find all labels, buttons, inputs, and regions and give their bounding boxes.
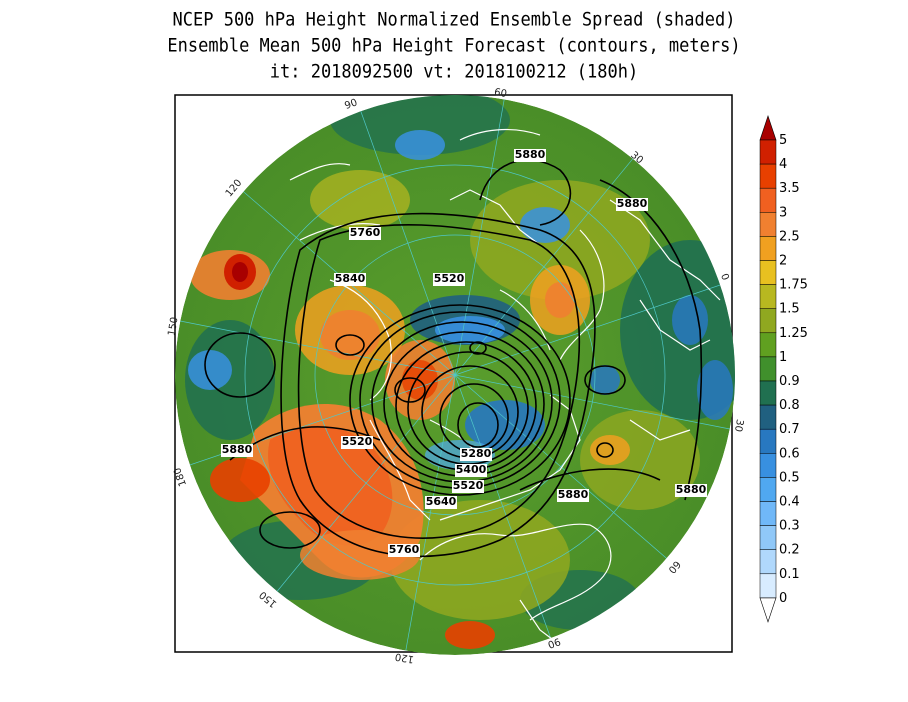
- colorbar-swatch: [759, 380, 777, 406]
- colorbar-swatch: [759, 187, 777, 213]
- lon-label: 150: [166, 316, 180, 337]
- title-line-3: it: 2018092500 vt: 2018100212 (180h): [269, 61, 639, 83]
- colorbar-label: 0.9: [779, 374, 800, 389]
- title-line-1: NCEP 500 hPa Height Normalized Ensemble …: [172, 9, 736, 31]
- colorbar-swatch: [759, 356, 777, 382]
- colorbar-label: 1.75: [779, 278, 808, 293]
- colorbar-label: 0.6: [779, 446, 800, 461]
- contour-labels: 5880 5880 5760 5840 5520 5520 5880 5280 …: [221, 148, 707, 557]
- colorbar-swatch: [759, 428, 777, 454]
- contour-label: 5880: [676, 483, 707, 496]
- contour-label: 5520: [342, 435, 373, 448]
- colorbar: 5 4 3.5 3 2.5 2 1.75 1.5 1.25 1 0.9 0.8 0.7 0.6 0.5 0.4…: [759, 115, 808, 623]
- lat-lon-grid: [175, 95, 735, 655]
- lon-label: 60: [493, 87, 507, 100]
- contour-label: 5400: [456, 463, 487, 476]
- colorbar-swatch: [759, 284, 777, 309]
- contour-label: 5880: [222, 443, 253, 456]
- contour-label: 5840: [335, 272, 366, 285]
- colorbar-swatch: [759, 501, 777, 526]
- colorbar-swatch: [759, 139, 777, 165]
- colorbar-label: 0.1: [779, 567, 800, 582]
- colorbar-label: 2: [779, 254, 787, 269]
- colorbar-swatch: [759, 525, 777, 550]
- colorbar-top-arrow: [759, 115, 777, 141]
- contour-label: 5520: [434, 272, 465, 285]
- colorbar-label: 5: [779, 133, 787, 148]
- colorbar-swatch: [759, 477, 777, 502]
- colorbar-label: 3.5: [779, 181, 800, 196]
- colorbar-swatch: [759, 236, 777, 261]
- colorbar-label: 3: [779, 205, 787, 220]
- colorbar-swatch: [759, 163, 777, 189]
- colorbar-label: 1.25: [779, 326, 808, 341]
- colorbar-label: 0.4: [779, 495, 800, 510]
- contour-label: 5760: [389, 543, 420, 556]
- contour-label: 5760: [350, 226, 381, 239]
- lon-label: 90: [546, 635, 562, 650]
- lon-label: 90: [343, 97, 359, 112]
- colorbar-label: 0: [779, 591, 787, 606]
- colorbar-bottom-arrow: [759, 597, 777, 623]
- lon-label: 60: [666, 558, 683, 575]
- colorbar-label: 0.5: [779, 470, 800, 485]
- colorbar-label: 0.3: [779, 519, 800, 534]
- colorbar-label: 1: [779, 350, 787, 365]
- contour-label: 5520: [453, 479, 484, 492]
- colorbar-swatch: [759, 308, 777, 334]
- lon-label: 0: [718, 272, 731, 282]
- contour-label: 5640: [426, 495, 457, 508]
- colorbar-swatch: [759, 212, 777, 237]
- contour-label: 5880: [515, 148, 546, 161]
- colorbar-swatch: [759, 573, 777, 599]
- colorbar-label: 4: [779, 157, 787, 172]
- colorbar-label: 1.5: [779, 302, 800, 317]
- contour-label: 5880: [617, 197, 648, 210]
- lon-label: 30: [732, 418, 745, 432]
- colorbar-swatch: [759, 332, 777, 358]
- colorbar-label: 2.5: [779, 229, 800, 244]
- contour-label: 5880: [558, 488, 589, 501]
- colorbar-swatch: [759, 260, 777, 285]
- colorbar-swatch: [759, 549, 777, 575]
- title-line-2: Ensemble Mean 500 hPa Height Forecast (c…: [167, 35, 741, 57]
- colorbar-label: 0.2: [779, 543, 800, 558]
- colorbar-label: 0.8: [779, 398, 800, 413]
- colorbar-label: 0.7: [779, 422, 800, 437]
- colorbar-swatch: [759, 404, 777, 430]
- lon-label: 120: [394, 650, 415, 664]
- colorbar-swatch: [759, 453, 777, 478]
- contour-label: 5280: [461, 447, 492, 460]
- lon-label: 150: [258, 589, 280, 610]
